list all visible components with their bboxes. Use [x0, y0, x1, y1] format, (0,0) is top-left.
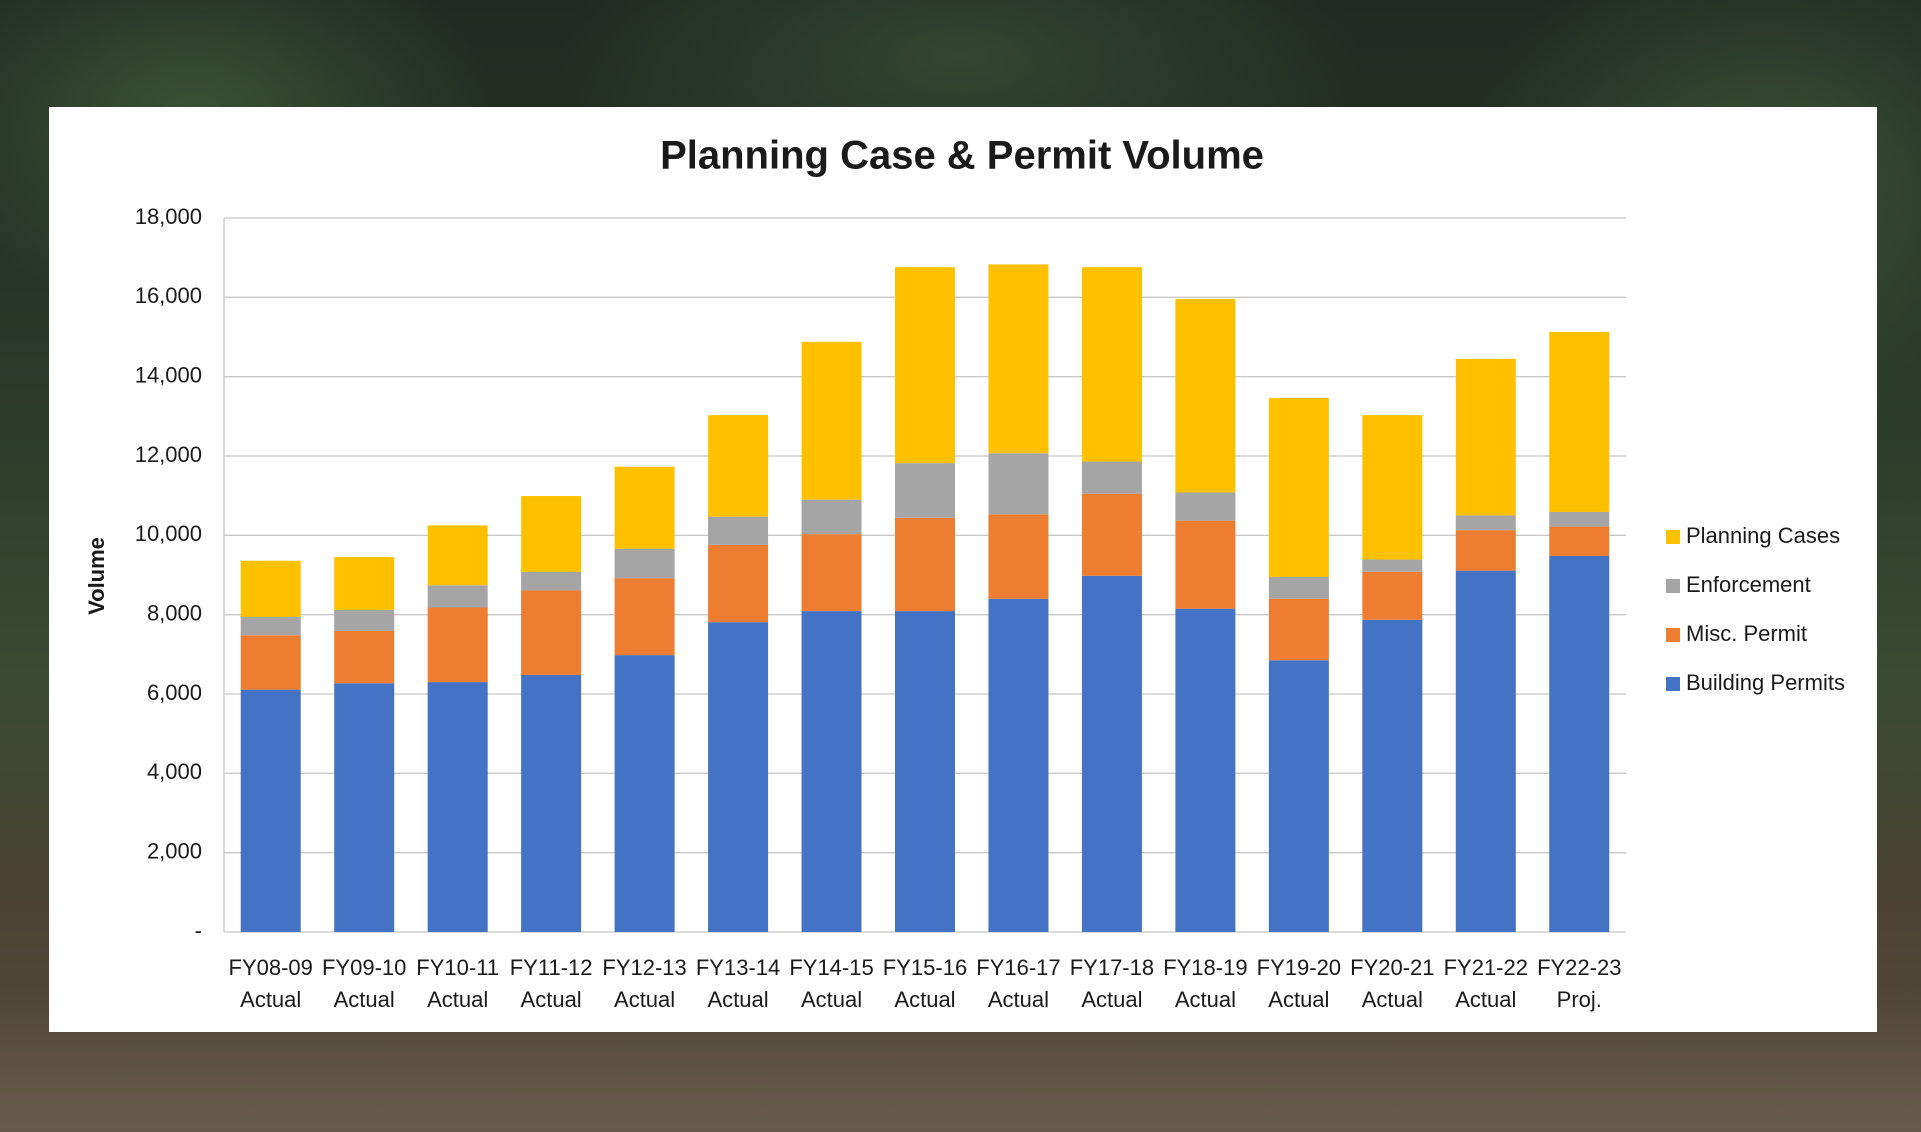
y-tick-label: 18,000: [135, 204, 202, 229]
bar-segment: [802, 500, 862, 535]
legend-label: Planning Cases: [1686, 523, 1840, 548]
x-tick-label: FY21-22 Actual: [1440, 952, 1532, 1016]
y-tick-label: 10,000: [135, 521, 202, 546]
bar-segment: [1175, 521, 1235, 609]
bar-segment: [1456, 571, 1516, 932]
bar-segment: [334, 557, 394, 610]
x-tick-label: FY10-11 Actual: [412, 952, 504, 1016]
bar-segment: [241, 690, 301, 932]
bar-segment: [1456, 359, 1516, 516]
bar-segment: [241, 561, 301, 617]
bar-segment: [895, 611, 955, 932]
y-tick-label: 16,000: [135, 283, 202, 308]
bar-segment: [1082, 576, 1142, 932]
bar-segment: [1362, 572, 1422, 620]
y-tick-label: 8,000: [147, 600, 202, 625]
bar-segment: [521, 590, 581, 674]
legend-label: Building Permits: [1686, 670, 1845, 695]
legend-swatch: [1666, 530, 1680, 544]
bar-segment: [1175, 299, 1235, 493]
bar-segment: [334, 631, 394, 683]
bar-segment: [521, 675, 581, 932]
bar-segment: [1175, 492, 1235, 520]
bar-segment: [1362, 415, 1422, 559]
bar-segment: [615, 655, 675, 932]
bar-segment: [802, 534, 862, 611]
bar-segment: [334, 610, 394, 631]
bar-segment: [241, 617, 301, 635]
legend-label: Misc. Permit: [1686, 621, 1807, 646]
legend-swatch: [1666, 579, 1680, 593]
bar-segment: [1362, 620, 1422, 932]
legend-swatch: [1666, 677, 1680, 691]
bar-segment: [1362, 560, 1422, 572]
bar-segment: [1082, 462, 1142, 494]
y-tick-label: 2,000: [147, 838, 202, 863]
bar-segment: [895, 518, 955, 611]
bar-segment: [988, 453, 1048, 514]
x-tick-label: FY09-10 Actual: [318, 952, 410, 1016]
chart-title: Planning Case & Permit Volume: [660, 134, 1264, 178]
bar-segment: [1549, 332, 1609, 512]
x-tick-label: FY17-18 Actual: [1066, 952, 1158, 1016]
bar-segment: [1082, 267, 1142, 461]
bar-segment: [1269, 599, 1329, 660]
bar-segment: [708, 545, 768, 622]
y-tick-label: 6,000: [147, 680, 202, 705]
bar-segment: [988, 599, 1048, 932]
x-tick-label: FY08-09 Actual: [225, 952, 317, 1016]
bar-segment: [428, 585, 488, 607]
bar-segment: [895, 267, 955, 463]
x-tick-label: FY20-21 Actual: [1346, 952, 1438, 1016]
bar-segment: [708, 517, 768, 545]
bar-segment: [241, 635, 301, 689]
x-tick-label: FY13-14 Actual: [692, 952, 784, 1016]
bar-segment: [428, 682, 488, 932]
bar-segment: [1082, 494, 1142, 576]
x-tick-label: FY14-15 Actual: [786, 952, 878, 1016]
x-tick-label: FY11-12 Actual: [505, 952, 597, 1016]
bar-segment: [1456, 516, 1516, 531]
bar-segment: [708, 622, 768, 932]
bar-segment: [521, 572, 581, 591]
bar-segment: [895, 463, 955, 518]
bar-segment: [428, 525, 488, 585]
bar-segment: [1269, 398, 1329, 577]
legend-swatch: [1666, 628, 1680, 642]
bar-segment: [802, 342, 862, 500]
slide: Planning Case & Permit Volume Volume - 2,…: [0, 0, 1921, 1132]
bar-segment: [708, 415, 768, 517]
y-tick-label: -: [195, 918, 202, 943]
bar-segment: [1456, 530, 1516, 570]
bar-segment: [1549, 556, 1609, 932]
bar-segment: [1269, 660, 1329, 932]
x-tick-label: FY22-23 Proj.: [1533, 952, 1625, 1016]
bar-segment: [988, 264, 1048, 453]
bar-segment: [521, 496, 581, 572]
bar-segment: [1175, 609, 1235, 932]
y-tick-label: 4,000: [147, 759, 202, 784]
bar-segment: [1269, 577, 1329, 599]
bar-segment: [428, 608, 488, 683]
bar-segment: [615, 578, 675, 655]
x-tick-label: FY18-19 Actual: [1159, 952, 1251, 1016]
y-axis-label: Volume: [84, 537, 109, 615]
bar-segment: [1549, 527, 1609, 556]
bar-segment: [988, 514, 1048, 598]
x-tick-label: FY15-16 Actual: [879, 952, 971, 1016]
bar-segment: [1549, 512, 1609, 527]
x-tick-label: FY19-20 Actual: [1253, 952, 1345, 1016]
bar-segment: [802, 611, 862, 932]
legend-label: Enforcement: [1686, 572, 1811, 597]
bar-segment: [615, 549, 675, 578]
bar-segment: [615, 467, 675, 549]
x-tick-label: FY12-13 Actual: [599, 952, 691, 1016]
x-tick-label: FY16-17 Actual: [972, 952, 1064, 1016]
y-tick-label: 14,000: [135, 362, 202, 387]
bar-segment: [334, 683, 394, 932]
y-tick-label: 12,000: [135, 442, 202, 467]
